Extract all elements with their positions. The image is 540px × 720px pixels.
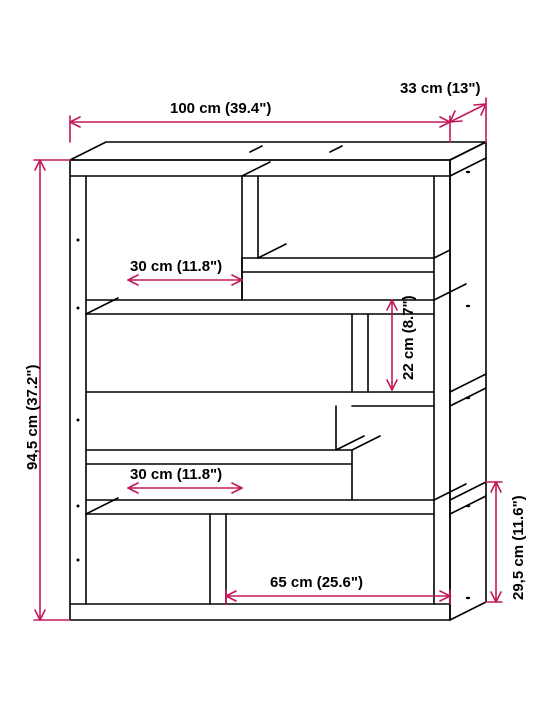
dim-top-depth: 33 cm (13") [400,80,481,97]
dim-left-height: 94,5 cm (37.2") [24,364,41,470]
dim-inner-vertical: 22 cm (8.7") [400,295,417,380]
dim-inner-lower: 30 cm (11.8") [130,466,222,483]
dim-inner-upper: 30 cm (11.8") [130,258,222,275]
dim-bottom-width: 65 cm (25.6") [270,574,363,591]
dim-right-lower: 29,5 cm (11.6") [510,495,527,600]
dim-top-width: 100 cm (39.4") [170,100,271,117]
diagram-canvas: 100 cm (39.4") 33 cm (13") 94,5 cm (37.2… [0,0,540,720]
